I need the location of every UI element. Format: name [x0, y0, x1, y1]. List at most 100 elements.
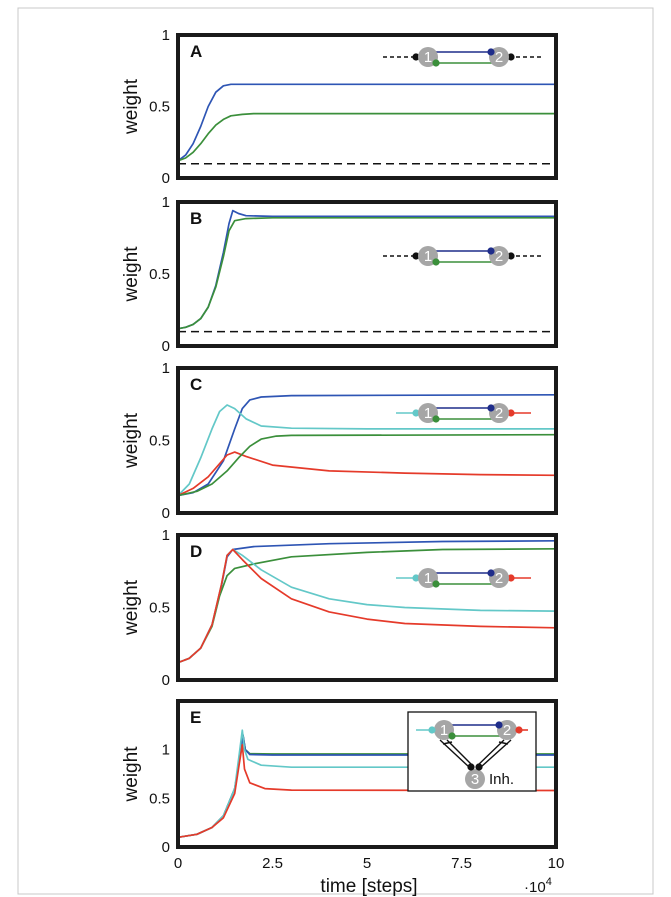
y-tick-label: 0.5	[149, 600, 170, 617]
neuron-2-node-label: 2	[495, 570, 503, 587]
neuron-2-node-label: 2	[495, 405, 503, 422]
x-multiplier-base: ·10	[524, 879, 546, 896]
inhibitory-3-to-2-line	[475, 739, 505, 768]
series-line-blue	[178, 393, 556, 497]
input-2-dot	[507, 574, 515, 582]
neuron-2-node-label: 2	[495, 49, 503, 66]
synapse-2-to-1-dot	[432, 258, 440, 266]
series-line-cyan	[178, 548, 556, 664]
y-tick-label: 0.5	[149, 99, 170, 116]
input-1-dot	[412, 409, 420, 417]
y-tick-label: 1	[162, 360, 170, 377]
inhibitory-neuron-label: Inh.	[489, 771, 514, 788]
synapse-1-to-3-dot	[467, 763, 475, 771]
series-line-blue	[178, 209, 556, 330]
panel-B: 0 0.5 1 weight B 1 2	[121, 194, 558, 355]
input-1-dot	[412, 574, 420, 582]
y-tick-label: 0	[162, 505, 170, 522]
y-tick-label: 0.5	[149, 266, 170, 283]
panel-label: A	[190, 42, 202, 61]
x-tick-label: 0	[174, 855, 182, 872]
panel-frame	[176, 533, 558, 682]
panel-E: 0 0.5 1 weight E 1 2 3 Inh. 0 2.5 5 7.5 10	[121, 699, 565, 872]
inhibitory-bar-2	[498, 741, 509, 745]
inhibitory-3-to-1-line	[446, 739, 475, 768]
excitatory-1-to-3-line	[439, 739, 470, 768]
neuron-1-node-label: 1	[424, 405, 432, 422]
y-tick-label: 0	[162, 338, 170, 355]
panel-frame	[176, 200, 558, 348]
synapse-2-to-1-dot	[448, 732, 456, 740]
series-line-blue	[178, 539, 556, 664]
input-1-dot	[412, 252, 420, 260]
panel-label: D	[190, 542, 202, 561]
y-axis-label: weight	[121, 412, 142, 469]
input-2-dot	[507, 252, 515, 260]
neuron-1-node-label: 1	[424, 570, 432, 587]
series-line-green	[178, 433, 556, 497]
y-axis-label: weight	[121, 579, 142, 636]
panel-D: 0 0.5 1 weight D 1 2	[121, 527, 558, 689]
series-group	[178, 83, 556, 165]
inhibitory-bar-1	[442, 741, 453, 745]
x-tick-label: 7.5	[451, 855, 472, 872]
series-line-red	[178, 743, 556, 839]
panel-frame	[176, 366, 558, 515]
x-tick-label: 10	[548, 855, 565, 872]
figure-outer-frame	[17, 7, 654, 895]
input-2-dot	[507, 409, 515, 417]
series-line-red	[178, 451, 556, 497]
neuron-3-node-label: 3	[471, 771, 479, 788]
input-1-dot	[412, 53, 420, 61]
series-line-red	[178, 548, 556, 664]
y-tick-label: 0.5	[149, 790, 170, 807]
neuron-2-node-label: 2	[503, 722, 511, 739]
synapse-1-to-2-dot	[487, 247, 495, 255]
x-tick-label: 5	[363, 855, 371, 872]
series-group	[178, 539, 556, 664]
series-line-green	[178, 547, 556, 664]
neuron-1-node-label: 1	[440, 722, 448, 739]
y-tick-label: 1	[162, 742, 170, 759]
x-multiplier: ·104	[524, 876, 552, 896]
panel-frame	[176, 699, 558, 849]
synapse-2-to-1-dot	[432, 580, 440, 588]
neuron-2-node-label: 2	[495, 248, 503, 265]
y-axis-label: weight	[121, 78, 142, 135]
panel-A: 0 0.5 1 weight A 1 2	[121, 27, 558, 187]
panel-label: B	[190, 209, 202, 228]
y-tick-label: 0.5	[149, 433, 170, 450]
synapse-1-to-2-dot	[487, 569, 495, 577]
neuron-1-node-label: 1	[424, 49, 432, 66]
y-axis-label: weight	[121, 246, 142, 303]
x-tick-label: 2.5	[262, 855, 283, 872]
series-line-green	[178, 112, 556, 162]
y-tick-label: 0	[162, 170, 170, 187]
y-tick-label: 0	[162, 839, 170, 856]
series-group	[178, 393, 556, 497]
series-line-blue	[178, 83, 556, 162]
series-line-cyan	[178, 404, 556, 497]
panel-label: C	[190, 375, 202, 394]
excitatory-2-to-3-line	[480, 739, 512, 768]
neuron-1-node-label: 1	[424, 248, 432, 265]
series-group	[178, 209, 556, 333]
series-line-green	[178, 216, 556, 330]
panel-label: E	[190, 708, 201, 727]
synapse-2-to-1-dot	[432, 59, 440, 67]
y-tick-label: 1	[162, 27, 170, 44]
y-tick-label: 0	[162, 672, 170, 689]
synapse-1-to-2-dot	[495, 721, 503, 729]
panel-frame	[176, 33, 558, 180]
synapse-1-to-2-dot	[487, 48, 495, 56]
series-group	[178, 729, 556, 839]
y-tick-label: 1	[162, 527, 170, 544]
circuit-inset: 1 2 3 Inh.	[407, 711, 537, 792]
x-multiplier-exponent: 4	[546, 876, 552, 888]
input-1-dot	[428, 726, 436, 734]
